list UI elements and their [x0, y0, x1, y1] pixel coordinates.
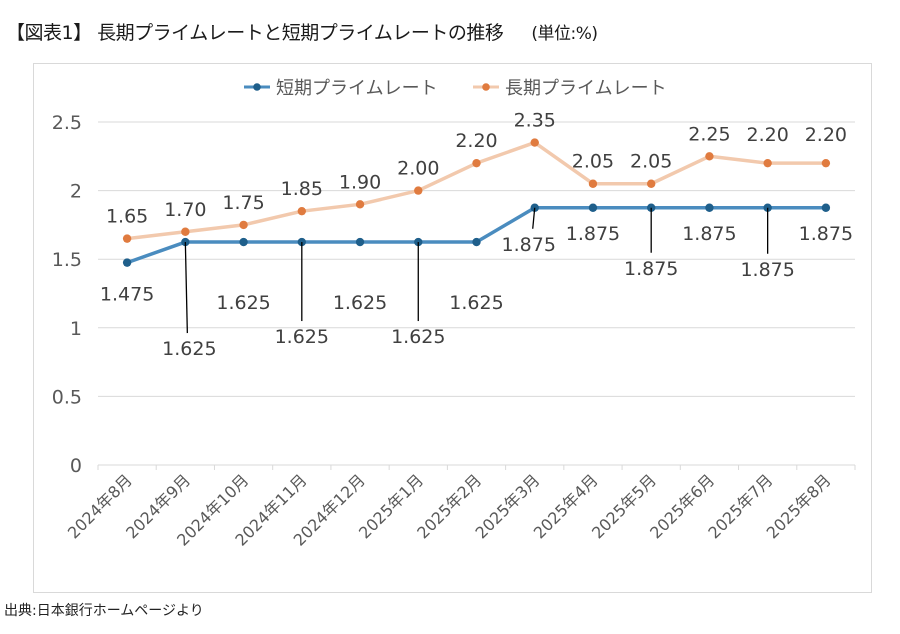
data-point-long — [414, 186, 423, 195]
data-point-short — [122, 258, 132, 267]
data-point-long — [239, 220, 248, 230]
legend-marker-short — [253, 83, 261, 91]
data-point-short — [588, 203, 598, 212]
data-label-long: 1.65 — [106, 206, 148, 228]
data-point-long — [705, 152, 714, 161]
data-label-short: 1.625 — [216, 292, 270, 314]
chart-title: 【図表1】 長期プライムレートと短期プライムレートの推移 (単位:%) — [6, 18, 598, 45]
data-point-long — [821, 158, 831, 168]
data-label-long: 1.85 — [281, 178, 323, 200]
data-point-long — [297, 206, 307, 216]
y-tick-label: 0 — [70, 455, 82, 477]
data-label-long: 1.75 — [222, 192, 264, 214]
legend-label-short: 短期プライムレート — [276, 78, 438, 99]
y-tick-label: 0.5 — [52, 386, 82, 408]
data-label-short: 1.475 — [100, 284, 154, 306]
data-label-long: 1.70 — [164, 199, 206, 221]
data-point-long — [181, 227, 190, 236]
data-label-short: 1.625 — [275, 326, 329, 348]
data-point-long — [763, 158, 772, 168]
data-label-long: 2.25 — [688, 123, 730, 145]
data-label-short: 1.875 — [740, 259, 794, 281]
data-point-long — [588, 179, 598, 188]
legend-marker-long — [482, 83, 490, 91]
data-label-long: 2.35 — [514, 110, 556, 132]
source-note: 出典:日本銀行ホームページより — [4, 603, 204, 619]
leader-line — [184, 242, 188, 334]
data-point-long — [355, 200, 365, 209]
data-label-long: 2.05 — [630, 151, 672, 173]
data-label-short: 1.875 — [624, 258, 678, 280]
data-label-short: 1.625 — [391, 326, 445, 348]
series-group — [122, 138, 831, 267]
data-label-long: 2.00 — [397, 158, 439, 180]
data-point-short — [821, 203, 831, 212]
data-label-short: 1.875 — [566, 223, 620, 245]
unit-text: (単位:%) — [531, 24, 598, 44]
data-label-long: 1.90 — [339, 171, 381, 193]
gridlines — [98, 121, 855, 466]
data-label-long: 2.05 — [572, 151, 614, 173]
data-point-short — [472, 237, 481, 247]
data-point-short — [355, 237, 365, 247]
y-tick-label: 2.5 — [52, 112, 82, 134]
y-tick-label: 1.5 — [52, 249, 82, 271]
data-label-long: 2.20 — [455, 130, 497, 152]
data-label-short: 1.625 — [162, 338, 216, 360]
data-label-long: 2.20 — [805, 124, 847, 146]
data-point-long — [472, 158, 481, 168]
legend: 短期プライムレート 長期プライムレート — [244, 78, 667, 99]
y-axis-ticks: 0 0.5 1 1.5 2 2.5 — [52, 112, 82, 477]
data-point-long — [122, 234, 132, 243]
data-label-long: 2.20 — [746, 124, 788, 146]
y-tick-label: 1 — [70, 318, 82, 340]
x-axis-ticks: 2024年8月2024年9月2024年10月2024年11月2024年12月20… — [64, 465, 856, 550]
data-point-short — [705, 203, 714, 212]
data-label-short: 1.875 — [682, 223, 736, 245]
data-point-long — [646, 179, 656, 188]
y-tick-label: 2 — [70, 181, 82, 203]
data-labels: 1.65 1.70 1.75 1.85 1.90 2.00 2.20 2.35 2.05 2.05… — [100, 110, 853, 360]
leader-line — [532, 207, 536, 229]
data-label-short: 1.625 — [333, 292, 387, 314]
data-label-short: 1.625 — [449, 292, 503, 314]
data-point-long — [530, 138, 539, 147]
data-point-short — [239, 237, 248, 247]
data-label-short: 1.875 — [502, 234, 556, 256]
title-text: 【図表1】 長期プライムレートと短期プライムレートの推移 — [6, 22, 504, 44]
data-label-short: 1.875 — [799, 223, 853, 245]
legend-label-long: 長期プライムレート — [505, 78, 667, 99]
